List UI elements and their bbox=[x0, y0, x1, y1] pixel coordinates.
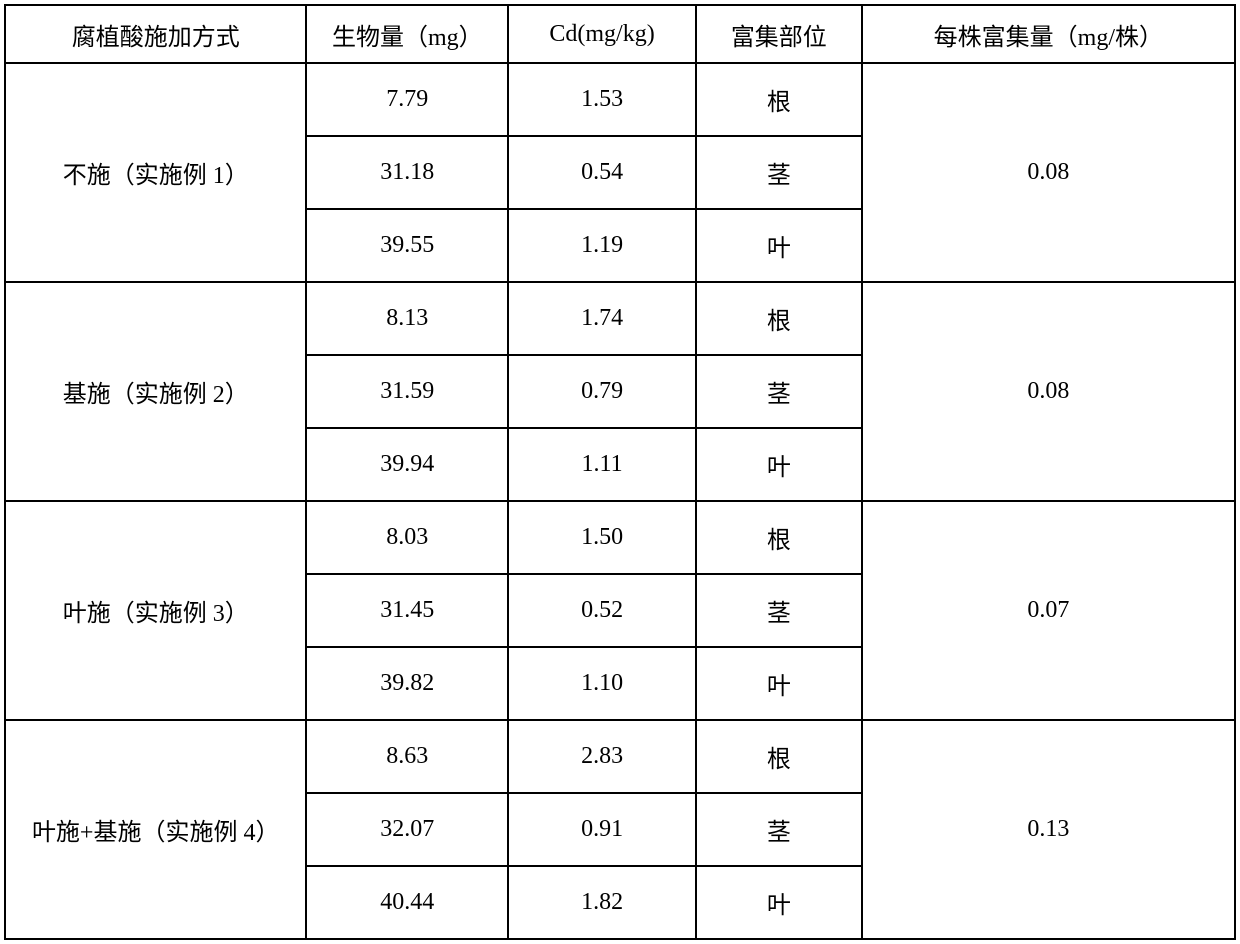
col-header-method: 腐植酸施加方式 bbox=[5, 5, 306, 63]
data-table: 腐植酸施加方式 生物量（mg） Cd(mg/kg) 富集部位 每株富集量（mg/… bbox=[4, 4, 1236, 940]
cell-biomass: 8.13 bbox=[306, 282, 508, 355]
cell-enrichment: 0.08 bbox=[862, 63, 1235, 282]
cell-method: 叶施（实施例 3） bbox=[5, 501, 306, 720]
cell-part: 叶 bbox=[696, 209, 862, 282]
cell-cd: 0.54 bbox=[508, 136, 696, 209]
cell-part: 叶 bbox=[696, 647, 862, 720]
col-header-biomass: 生物量（mg） bbox=[306, 5, 508, 63]
cell-part: 根 bbox=[696, 63, 862, 136]
cell-enrichment: 0.13 bbox=[862, 720, 1235, 939]
cell-cd: 1.11 bbox=[508, 428, 696, 501]
table-row: 不施（实施例 1） 7.79 1.53 根 0.08 bbox=[5, 63, 1235, 136]
cell-cd: 1.74 bbox=[508, 282, 696, 355]
cell-biomass: 39.82 bbox=[306, 647, 508, 720]
cell-method: 叶施+基施（实施例 4） bbox=[5, 720, 306, 939]
cell-part: 根 bbox=[696, 282, 862, 355]
cell-biomass: 31.59 bbox=[306, 355, 508, 428]
cell-biomass: 39.55 bbox=[306, 209, 508, 282]
cell-biomass: 8.03 bbox=[306, 501, 508, 574]
cell-biomass: 8.63 bbox=[306, 720, 508, 793]
cell-biomass: 40.44 bbox=[306, 866, 508, 939]
cell-cd: 1.82 bbox=[508, 866, 696, 939]
cell-part: 茎 bbox=[696, 574, 862, 647]
cell-cd: 0.79 bbox=[508, 355, 696, 428]
table-row: 叶施（实施例 3） 8.03 1.50 根 0.07 bbox=[5, 501, 1235, 574]
cell-enrichment: 0.07 bbox=[862, 501, 1235, 720]
cell-cd: 2.83 bbox=[508, 720, 696, 793]
table-row: 叶施+基施（实施例 4） 8.63 2.83 根 0.13 bbox=[5, 720, 1235, 793]
cell-part: 茎 bbox=[696, 793, 862, 866]
cell-cd: 1.50 bbox=[508, 501, 696, 574]
col-header-part: 富集部位 bbox=[696, 5, 862, 63]
cell-cd: 1.10 bbox=[508, 647, 696, 720]
cell-enrichment: 0.08 bbox=[862, 282, 1235, 501]
cell-biomass: 39.94 bbox=[306, 428, 508, 501]
cell-cd: 1.53 bbox=[508, 63, 696, 136]
cell-biomass: 31.45 bbox=[306, 574, 508, 647]
cell-cd: 0.91 bbox=[508, 793, 696, 866]
cell-cd: 1.19 bbox=[508, 209, 696, 282]
cell-part: 根 bbox=[696, 720, 862, 793]
cell-cd: 0.52 bbox=[508, 574, 696, 647]
col-header-cd: Cd(mg/kg) bbox=[508, 5, 696, 63]
cell-part: 茎 bbox=[696, 136, 862, 209]
col-header-enrichment: 每株富集量（mg/株） bbox=[862, 5, 1235, 63]
header-row: 腐植酸施加方式 生物量（mg） Cd(mg/kg) 富集部位 每株富集量（mg/… bbox=[5, 5, 1235, 63]
cell-part: 茎 bbox=[696, 355, 862, 428]
cell-part: 叶 bbox=[696, 866, 862, 939]
cell-biomass: 31.18 bbox=[306, 136, 508, 209]
cell-biomass: 7.79 bbox=[306, 63, 508, 136]
cell-part: 叶 bbox=[696, 428, 862, 501]
cell-method: 基施（实施例 2） bbox=[5, 282, 306, 501]
cell-method: 不施（实施例 1） bbox=[5, 63, 306, 282]
cell-biomass: 32.07 bbox=[306, 793, 508, 866]
cell-part: 根 bbox=[696, 501, 862, 574]
table-row: 基施（实施例 2） 8.13 1.74 根 0.08 bbox=[5, 282, 1235, 355]
